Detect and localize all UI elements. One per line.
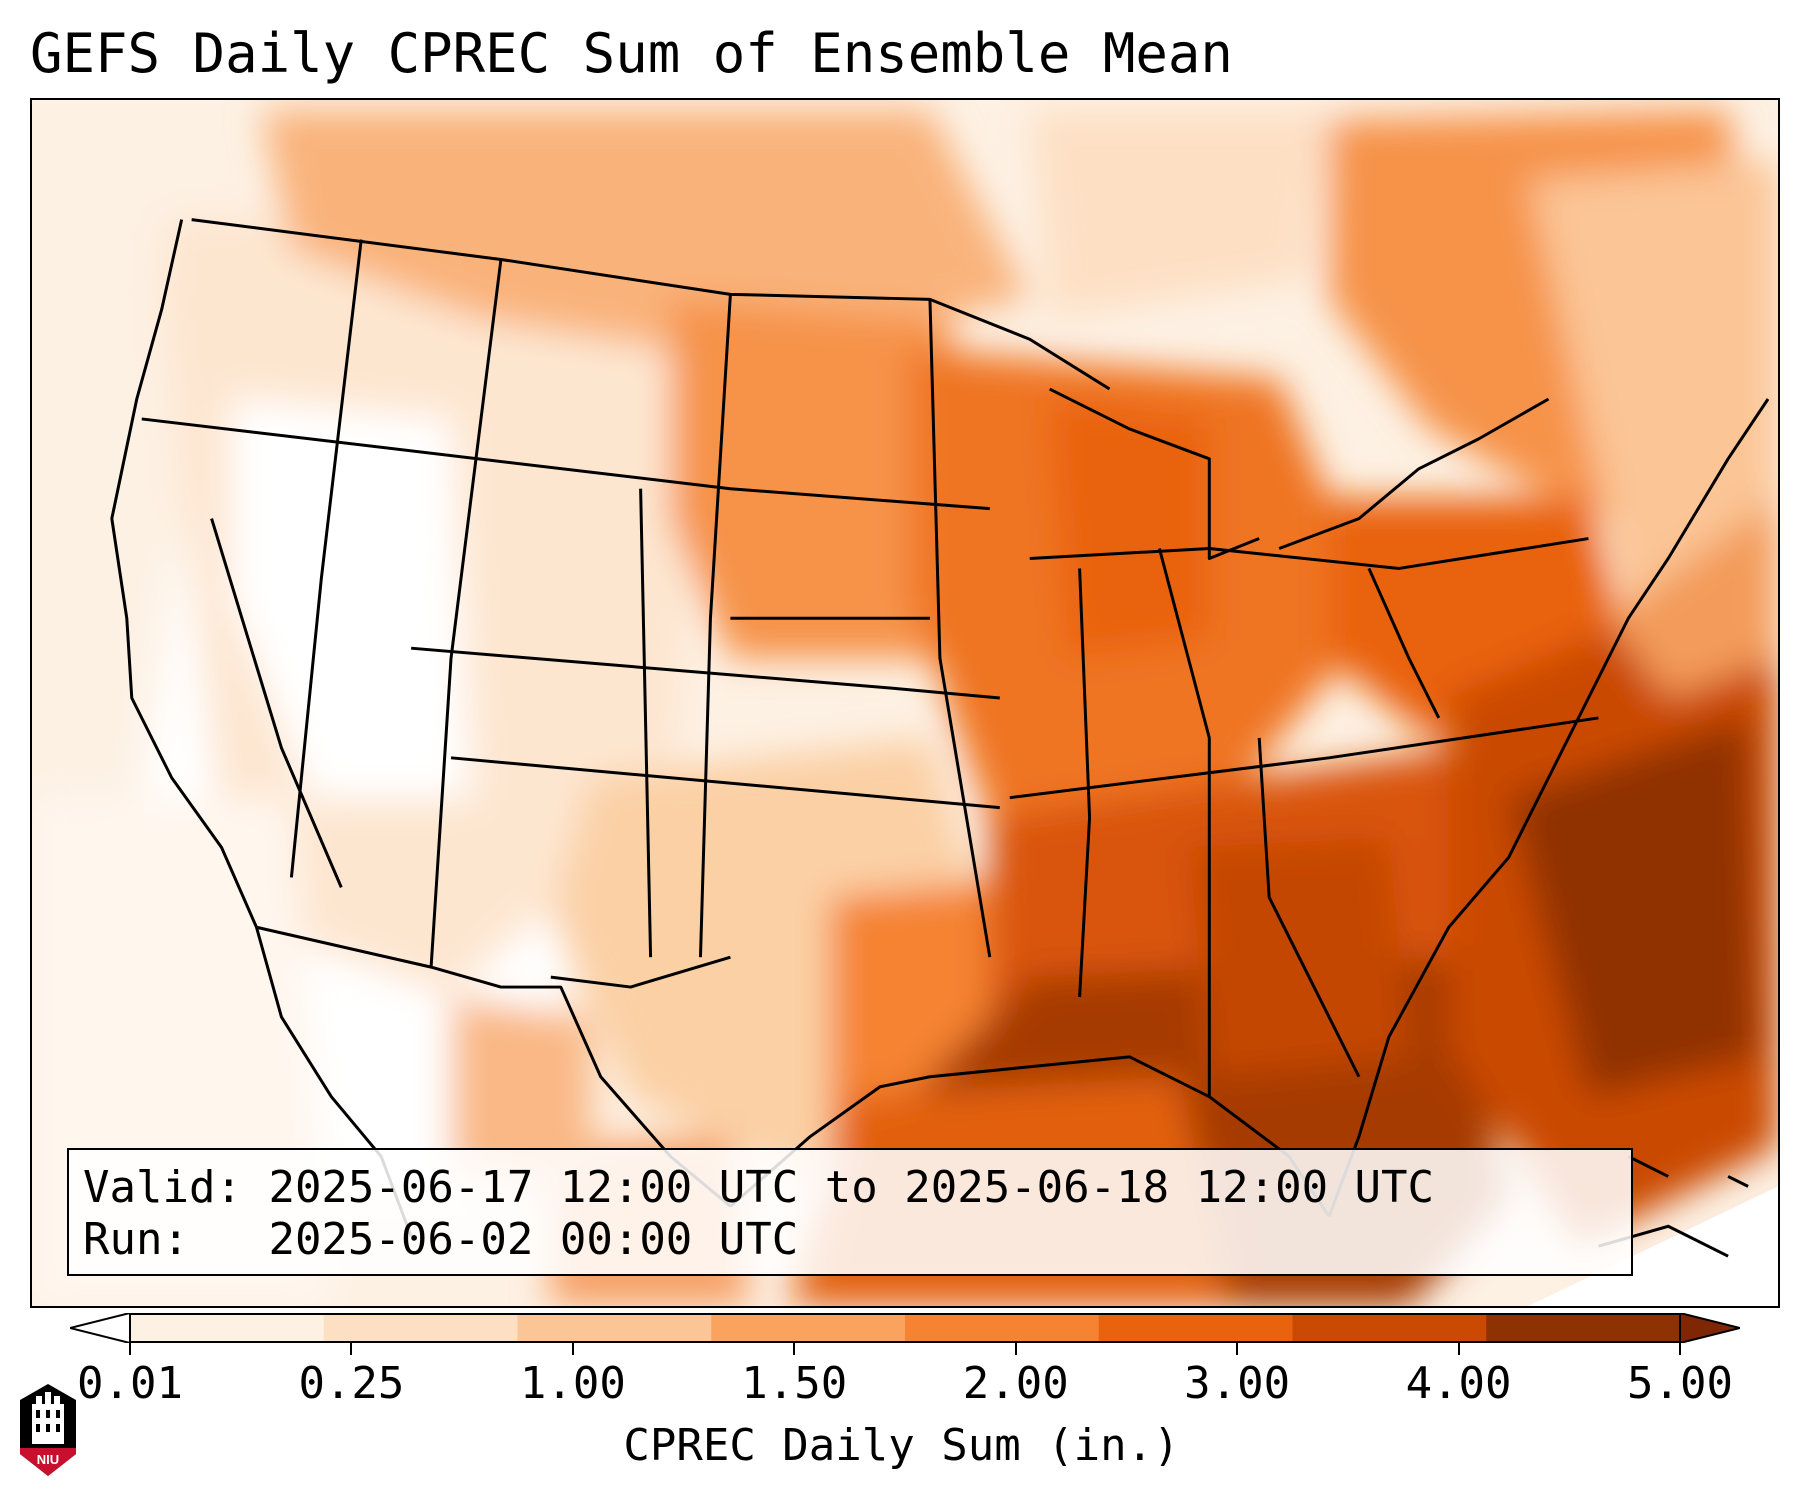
colorbar-tick-mark <box>350 1343 353 1355</box>
colorbar-tick-mark <box>793 1343 796 1355</box>
colorbar-tick-mark <box>571 1343 574 1355</box>
colorbar-over-extension <box>1679 1313 1740 1343</box>
colorbar-tick-label: 1.50 <box>741 1358 848 1409</box>
colorbar-tick-label: 4.00 <box>1405 1358 1512 1409</box>
colorbar-tick-mark <box>1457 1343 1460 1355</box>
svg-text:NIU: NIU <box>37 1452 59 1467</box>
info-box: Valid: 2025-06-17 12:00 UTC to 2025-06-1… <box>67 1148 1633 1276</box>
run-text: 2025-06-02 00:00 UTC <box>268 1214 799 1265</box>
colorbar-tick-label: 2.00 <box>962 1358 1069 1409</box>
colorbar-tick-mark <box>129 1343 131 1355</box>
valid-text: 2025-06-17 12:00 UTC to 2025-06-18 12:00… <box>268 1162 1435 1213</box>
run-label: Run: <box>83 1214 189 1265</box>
niu-logo-icon: NIU <box>20 1384 76 1476</box>
colorbar-tick-label: 1.00 <box>519 1358 626 1409</box>
precipitation-map <box>32 100 1778 1306</box>
page-title: GEFS Daily CPREC Sum of Ensemble Mean <box>30 22 1233 85</box>
borders <box>110 218 1770 1237</box>
colorbar-segment <box>130 1313 325 1343</box>
precip-shading <box>32 100 1778 1306</box>
colorbar-border <box>129 1313 1681 1343</box>
colorbar-tick-label: 5.00 <box>1627 1358 1733 1409</box>
colorbar-segment <box>711 1313 906 1343</box>
colorbar-segment <box>1486 1313 1681 1343</box>
colorbar-segment <box>323 1313 518 1343</box>
colorbar <box>70 1313 1740 1343</box>
colorbar-segment <box>517 1313 712 1343</box>
colorbar-tick-mark <box>1236 1343 1239 1355</box>
colorbar-tick-label: 0.01 <box>77 1358 183 1409</box>
colorbar-tick-mark <box>1014 1343 1017 1355</box>
colorbar-segment <box>1292 1313 1487 1343</box>
colorbar-tick-label: 0.25 <box>298 1358 405 1409</box>
colorbar-under-extension <box>70 1313 131 1343</box>
map-frame <box>30 98 1780 1308</box>
colorbar-label: CPREC Daily Sum (in.) <box>623 1420 1180 1471</box>
colorbar-segment <box>1098 1313 1293 1343</box>
valid-label: Valid: <box>83 1162 242 1213</box>
colorbar-tick-mark <box>1679 1343 1681 1355</box>
colorbar-tick-label: 3.00 <box>1184 1358 1291 1409</box>
colorbar-segment <box>905 1313 1100 1343</box>
